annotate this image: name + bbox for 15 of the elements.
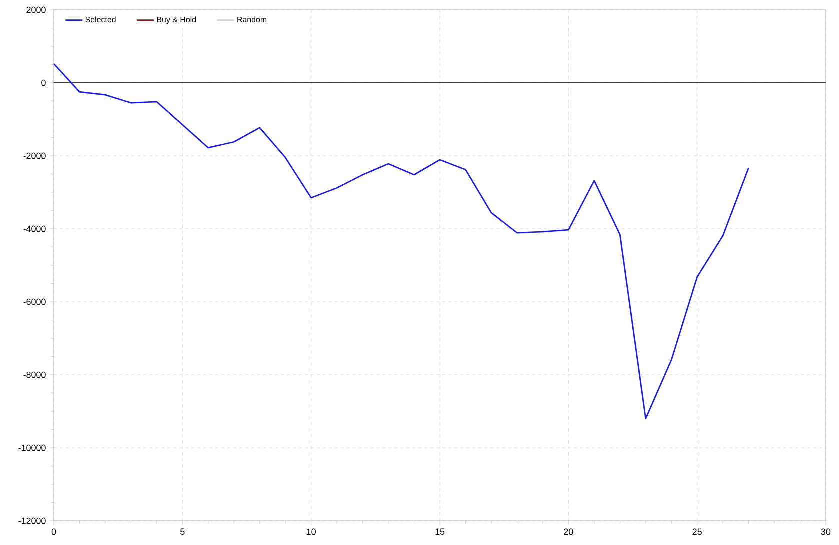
y-tick-label: 0: [42, 80, 46, 86]
x-tick-label: 5: [180, 528, 185, 536]
y-tick-label: -8000: [24, 372, 46, 378]
y-tick-label: 2000: [26, 6, 46, 14]
x-tick-label: 10: [307, 528, 316, 536]
x-tick-label: 0: [52, 528, 56, 536]
x-tick-label: 30: [821, 528, 831, 536]
y-tick-label: -10000: [18, 444, 46, 452]
y-tick-label: -6000: [24, 298, 46, 306]
x-tick-label: 25: [692, 528, 702, 536]
y-tick-label: -2000: [24, 152, 46, 160]
y-tick-label: -4000: [24, 226, 46, 232]
y-tick-label: -12000: [18, 518, 46, 524]
x-tick-label: 15: [436, 528, 445, 536]
x-tick-label: 20: [564, 528, 574, 536]
